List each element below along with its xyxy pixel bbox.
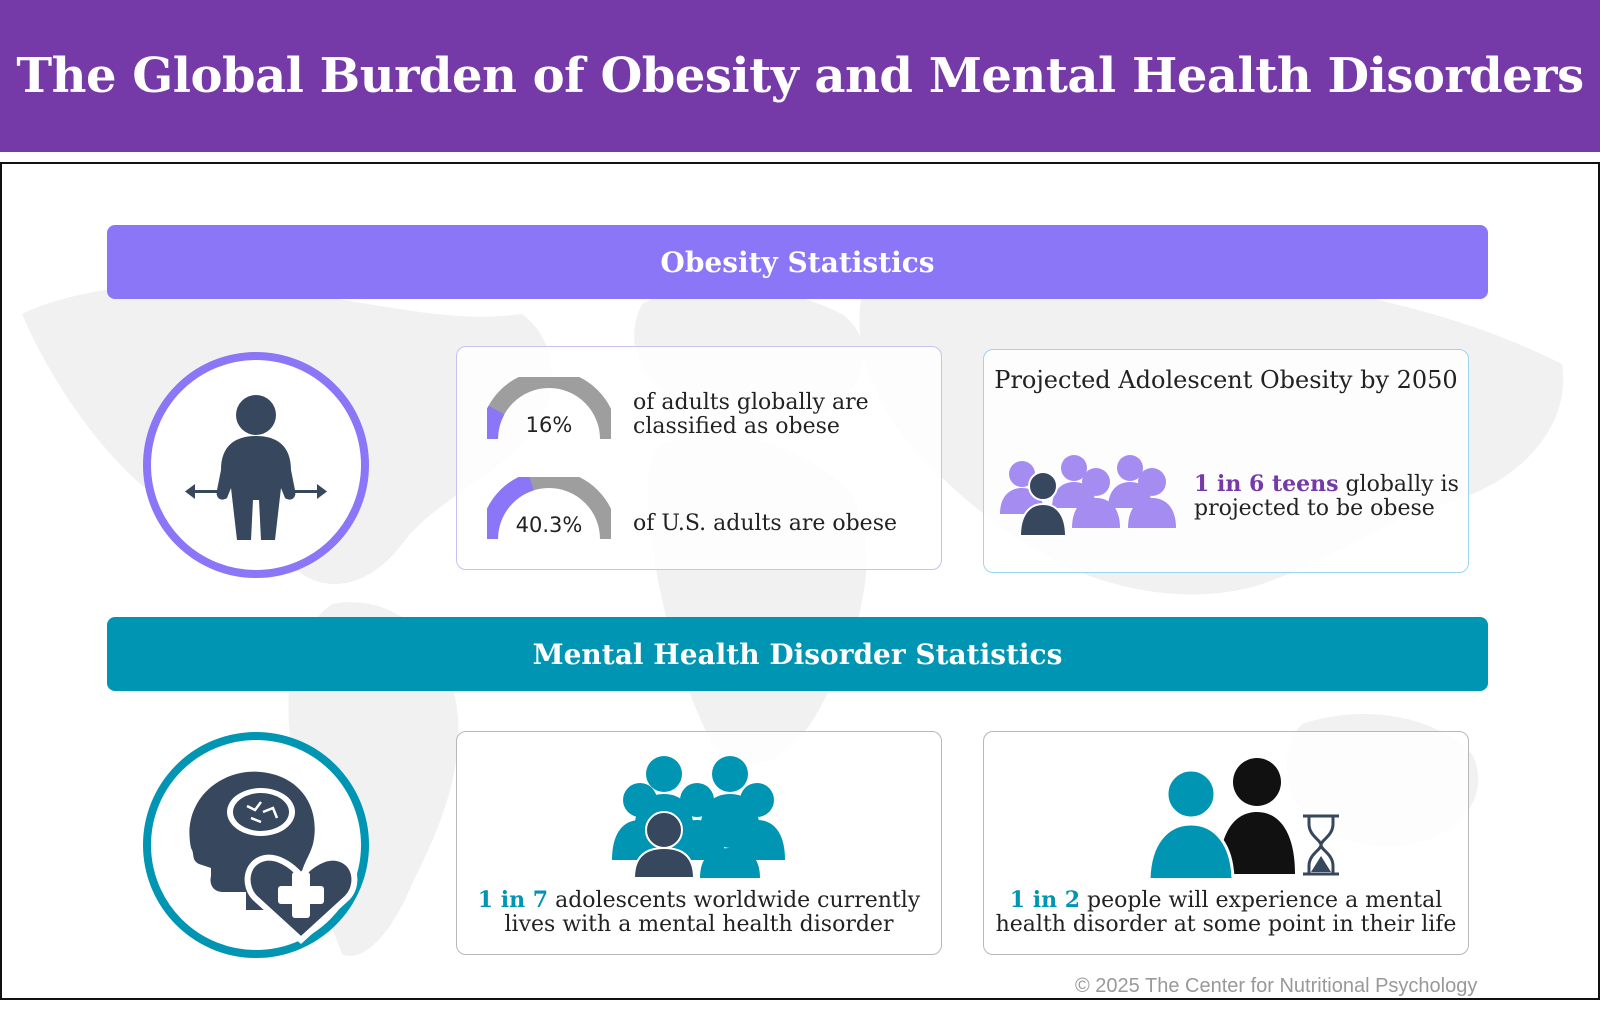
projection-stat: 1 in 6 teens globally is projected to be… — [1194, 472, 1464, 521]
brain-head-heart-icon — [189, 771, 358, 945]
lifetime-highlight: 1 in 2 — [1009, 887, 1081, 913]
lifetime-stat: 1 in 2 people will experience a mental h… — [984, 888, 1468, 937]
gauge-us-adults: 40.3% — [480, 470, 618, 543]
adolescents-group-icon — [612, 756, 785, 878]
lifetime-card: 1 in 2 people will experience a mental h… — [983, 731, 1469, 955]
obesity-section-heading: Obesity Statistics — [107, 225, 1488, 299]
people-hourglass-icon — [1147, 758, 1339, 878]
mental-heading-label: Mental Health Disorder Statistics — [532, 637, 1063, 671]
adolescents-stat: 1 in 7 adolescents worldwide currently l… — [457, 888, 941, 937]
stat-global-adults-text: of adults globally are classified as obe… — [633, 390, 869, 439]
obesity-stats-card: 16% of adults globally are classified as… — [456, 346, 942, 570]
gauge-arc — [480, 370, 618, 440]
header-banner: The Global Burden of Obesity and Mental … — [0, 0, 1600, 152]
projection-title: Projected Adolescent Obesity by 2050 — [994, 366, 1458, 394]
adolescents-text: adolescents worldwide currently lives wi… — [504, 888, 921, 937]
mental-section-heading: Mental Health Disorder Statistics — [107, 617, 1488, 691]
projection-text: globally is projected to be obese — [1194, 472, 1459, 521]
gauge-percent-label: 40.3% — [515, 513, 583, 537]
copyright-notice: © 2025 The Center for Nutritional Psycho… — [1075, 975, 1478, 997]
gauge-global-adults: 16% — [480, 370, 618, 443]
adolescents-highlight: 1 in 7 — [477, 887, 549, 913]
gauge-percent-label: 16% — [525, 413, 573, 437]
adolescents-card: 1 in 7 adolescents worldwide currently l… — [456, 731, 942, 955]
page-title: The Global Burden of Obesity and Mental … — [16, 48, 1584, 104]
obesity-heading-label: Obesity Statistics — [660, 245, 935, 279]
teens-group-icon — [1000, 455, 1176, 537]
stat-us-adults-text: of U.S. adults are obese — [633, 511, 897, 536]
projection-card: Projected Adolescent Obesity by 2050 1 i… — [983, 349, 1469, 573]
lifetime-text: people will experience a mental health d… — [995, 888, 1457, 937]
hourglass-icon — [1303, 814, 1339, 876]
obese-person-icon — [185, 395, 327, 540]
projection-highlight: 1 in 6 teens — [1194, 471, 1339, 497]
mental-icon-circle — [143, 732, 369, 958]
gauge-arc — [480, 470, 618, 540]
obesity-icon-circle — [143, 352, 369, 578]
